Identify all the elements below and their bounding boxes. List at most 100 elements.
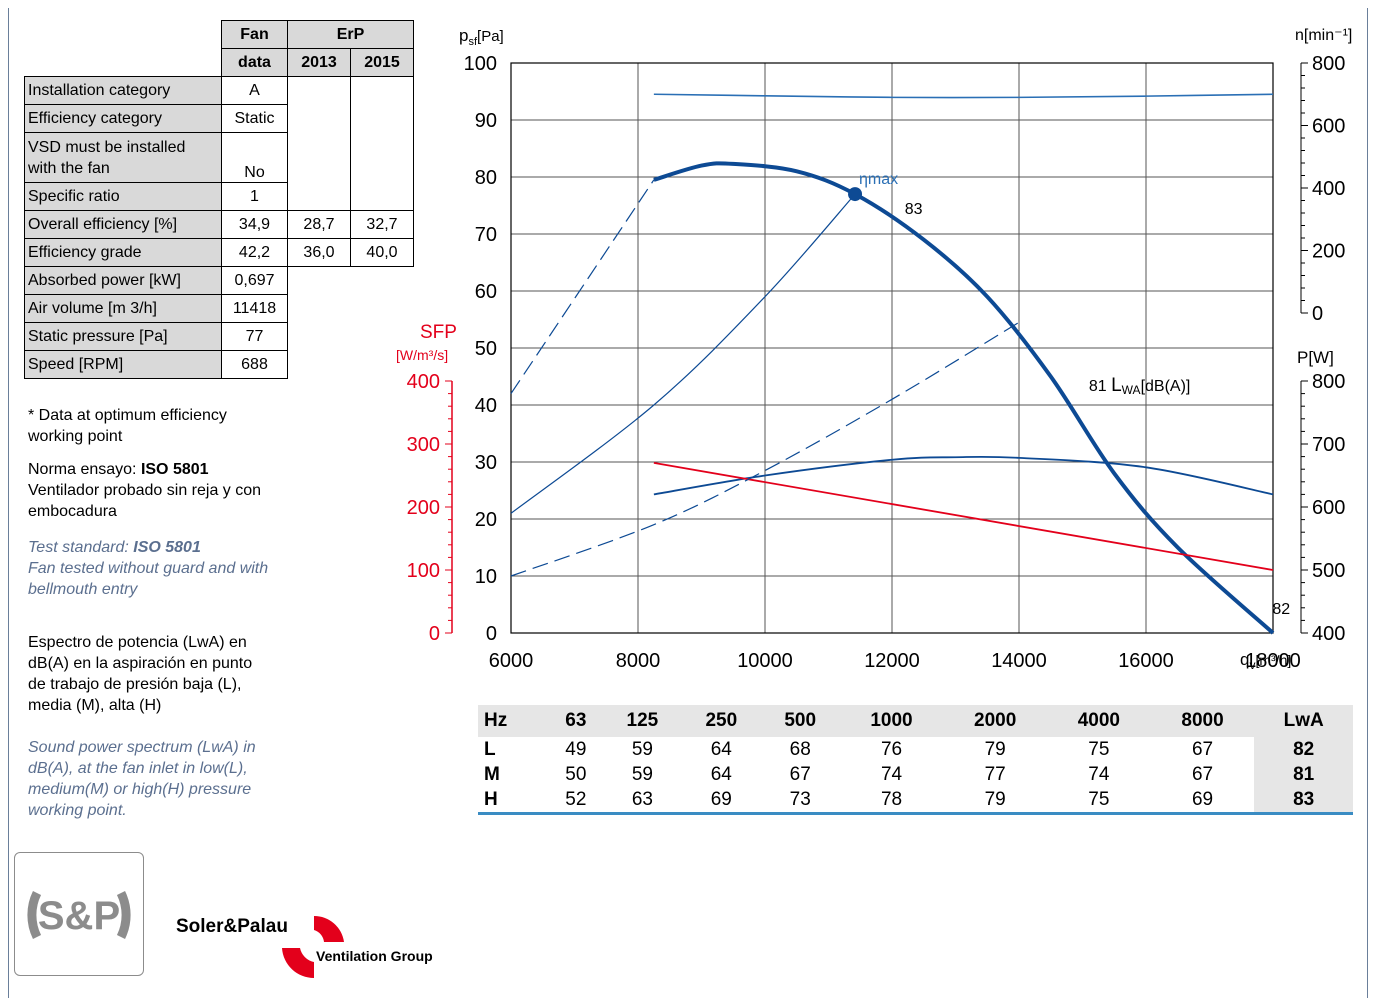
y-pressure-label-sub: sf	[468, 36, 478, 48]
cell: 52	[548, 787, 603, 815]
series-speed-line	[653, 93, 1274, 99]
data-head: data	[221, 48, 288, 77]
x-tick-label: 8000	[616, 650, 661, 672]
test-text: Fan tested without guard and with bellmo…	[28, 560, 269, 598]
year-2013-head: 2013	[287, 48, 351, 77]
lwa-header: LwA	[1254, 705, 1353, 737]
x-tick-label: 18000	[1245, 650, 1301, 672]
fan-value: 42,2	[221, 238, 288, 267]
axes: 6000 8000 10000 12000 14000 16000 18000qv[m³/h…	[396, 26, 1352, 672]
sound-power-table: Hz 63 125 250 500 1000 2000 4000 8000 Lw…	[478, 705, 1353, 815]
table-row: Efficiency grade 42,2 36,0 40,0	[24, 238, 414, 267]
y-pressure-tick-label: 80	[475, 167, 497, 189]
lwa-medium-label: 81 LWA[dB(A)]	[1089, 375, 1191, 397]
cell: 64	[710, 763, 732, 785]
sound-header-row: Hz 63 125 250 500 1000 2000 4000 8000 Lw…	[478, 705, 1353, 737]
empty-cell	[25, 21, 222, 49]
cell: 59	[631, 738, 653, 760]
fan-performance-chart: 6000 8000 10000 12000 14000 16000 18000qv[m³/h…	[396, 26, 1352, 672]
row-label: VSD must be installed with the fan	[24, 132, 222, 183]
sp-logo-mark: S&P	[27, 891, 131, 939]
x-tick-label: 12000	[864, 650, 920, 672]
fan-value: Static	[221, 104, 288, 133]
row-label: Overall efficiency [%]	[24, 210, 222, 239]
row-label: Absorbed power [kW]	[24, 266, 222, 295]
row-label: L	[484, 738, 496, 760]
table-row: Specific ratio 1	[24, 182, 414, 211]
erp-2013-value	[287, 132, 351, 183]
power-axis-label: P[W]	[1297, 348, 1334, 367]
fan-value: 11418	[221, 294, 288, 323]
band-header: 250	[681, 705, 761, 737]
row-label: Efficiency grade	[24, 238, 222, 267]
erp-2015-value: 32,7	[350, 210, 414, 239]
erp-2015-value	[350, 132, 414, 183]
y-pressure-label-unit: [Pa]	[477, 28, 504, 45]
cell: 69	[681, 787, 761, 815]
cell: 74	[880, 763, 903, 785]
power-tick-label: 600	[1312, 497, 1345, 519]
y-pressure-tick-label: 60	[475, 281, 497, 303]
eta-max-point	[848, 187, 863, 202]
fan-value: 0,697	[221, 266, 288, 295]
y-pressure-tick-label: 50	[475, 338, 497, 360]
x-tick-label: 14000	[991, 650, 1047, 672]
erp-2013-value: 28,7	[287, 210, 351, 239]
y-pressure-tick-label: 70	[475, 224, 497, 246]
fan-value: 34,9	[221, 210, 288, 239]
cell: 77	[984, 763, 1006, 785]
optimum-note: * Data at optimum efficiency working poi…	[28, 407, 227, 445]
empty-cell	[25, 49, 222, 77]
y-pressure-label-main: p	[459, 26, 468, 45]
cell: 64	[710, 738, 732, 760]
fan-value: A	[221, 76, 288, 105]
row-label: Air volume [m 3/h]	[24, 294, 222, 323]
cell: 50	[565, 763, 587, 785]
y-pressure-tick-label: 0	[486, 623, 497, 645]
series-power-line	[653, 455, 1274, 496]
norma-prefix: Norma ensayo:	[28, 461, 141, 478]
logo-text: S&P	[38, 894, 120, 938]
x-axis-label: qv[m³/h]	[1240, 650, 1291, 672]
speed-tick-label: 800	[1312, 53, 1345, 75]
cell: 79	[943, 787, 1048, 815]
cell: 63	[602, 787, 682, 815]
lwa-low-label: 82	[1272, 601, 1290, 618]
brand-name: Soler&Palau	[176, 916, 288, 937]
fan-value: 688	[221, 350, 288, 379]
y-pressure-tick-label: 30	[475, 452, 497, 474]
norma-note: Norma ensayo: ISO 5801 Ventilador probad…	[28, 459, 278, 522]
band-header: 500	[760, 705, 840, 737]
table-row: VSD must be installed with the fan No	[24, 132, 414, 183]
lwa-cell: 81	[1254, 762, 1353, 787]
cell: 73	[760, 787, 840, 815]
fan-head: Fan	[221, 20, 288, 49]
fan-value: 1	[221, 182, 288, 211]
sp-logo: S&P	[14, 852, 144, 976]
brand-group: Ventilation Group	[316, 948, 433, 964]
hz-header: Hz	[478, 705, 549, 737]
fan-table-head-row-1: Fan ErP	[25, 20, 414, 49]
cell: 76	[880, 738, 903, 760]
power-tick-label: 700	[1312, 434, 1345, 456]
erp-2015-value	[350, 76, 414, 105]
test-prefix: Test standard:	[28, 539, 134, 556]
band-header: 125	[602, 705, 682, 737]
sfp-tick-label: 400	[407, 371, 440, 393]
sound-row-high: H 52 63 69 73 78 79 75 69 83	[478, 787, 1353, 815]
sfp-axis-unit: [W/m³/s]	[396, 347, 448, 363]
sound-row-medium: M 50 59 64 67 74 77 74 67 81	[478, 762, 1353, 787]
band-header: 1000	[839, 705, 944, 737]
speed-tick-label: 600	[1312, 116, 1345, 138]
x-axis-label-unit: [m³/h]	[1255, 652, 1291, 668]
plot-frame	[510, 62, 1274, 634]
sound-note: Sound power spectrum (LwA) in dB(A), at …	[28, 739, 256, 819]
y-pressure-tick-label: 10	[475, 566, 497, 588]
norma-standard: ISO 5801	[140, 461, 209, 478]
sfp-tick-label: 100	[407, 560, 440, 582]
test-standard: ISO 5801	[133, 539, 201, 556]
band-header: 8000	[1150, 705, 1255, 737]
table-row: Air volume [m 3/h] 11418	[24, 294, 414, 323]
x-tick-label: 6000	[489, 650, 534, 672]
cell: 67	[1191, 738, 1214, 760]
